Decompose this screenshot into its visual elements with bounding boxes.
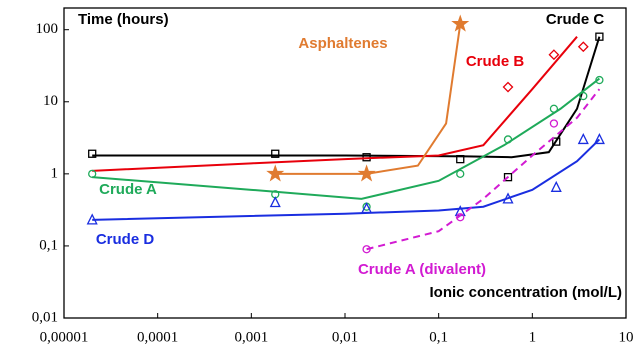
x-tick-label: 0,01 [332,329,358,345]
x-tick-label: 0,1 [429,329,448,345]
marker [271,149,280,158]
fit-line [366,88,601,251]
y-tick-label: 0,1 [39,237,58,253]
series-label: Asphaltenes [298,35,387,52]
marker [361,202,373,214]
marker [549,104,559,113]
y-axis-title: Time (hours) [78,11,169,28]
marker [552,137,561,146]
x-tick-label: 0,001 [234,329,268,345]
x-tick-label: 0,0001 [137,329,178,345]
marker [357,164,376,182]
marker [595,75,604,85]
y-tick-label: 10 [43,93,58,109]
marker [362,245,371,254]
marker [269,196,281,208]
marker [579,91,588,101]
series-label: Crude A (divalent) [358,261,486,278]
marker [266,164,285,182]
marker [577,133,589,145]
y-tick-label: 0,01 [32,309,58,325]
marker [503,135,513,144]
plot-frame [63,7,627,319]
marker [502,192,514,204]
marker [86,213,98,225]
fit-line [92,77,601,200]
marker [577,41,589,53]
x-tick-label: 0,00001 [40,329,89,345]
fit-line [92,36,601,159]
x-axis-title: Ionic concentration (mol/L) [429,284,622,301]
y-tick-label: 100 [36,21,59,37]
marker [550,180,562,192]
marker [595,32,604,41]
marker [456,154,465,164]
marker [88,169,97,178]
marker [549,119,559,128]
fit-line [92,36,578,172]
fit-line [275,23,462,175]
series-label: Crude C [546,11,605,28]
marker [502,81,514,93]
marker [456,213,465,222]
series-label: Crude A [99,181,157,198]
marker [503,172,513,182]
marker [451,14,470,32]
fit-line [92,138,601,221]
marker [593,133,605,145]
marker [88,149,97,158]
x-tick-label: 1 [529,329,537,345]
marker [456,169,465,178]
y-tick-label: 1 [51,165,59,181]
series-label: Crude B [466,53,525,70]
marker [548,49,560,61]
series-label: Crude D [96,231,155,248]
x-tick-label: 10 [619,329,634,345]
